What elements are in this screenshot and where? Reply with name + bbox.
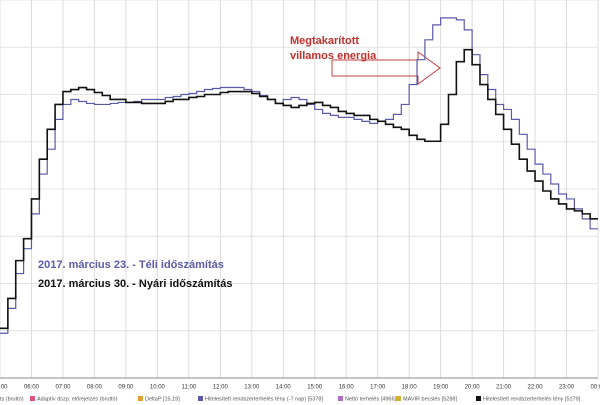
x-tick-label: 06:00 <box>24 385 40 391</box>
annotation: villamos energia <box>290 50 377 62</box>
legend-label: DeltaP [15,19] <box>145 396 180 402</box>
annotation: 2017. március 23. - Téli időszámítás <box>38 259 224 271</box>
annotation-arrow <box>331 51 441 85</box>
x-tick-label: 11:00 <box>182 385 197 391</box>
legend-marker <box>476 396 481 401</box>
legend-marker <box>198 396 203 401</box>
legend-marker <box>338 396 343 401</box>
x-tick-label: 13:00 <box>244 385 260 391</box>
legend-label: Adaptív dszp. előrejelzés (bruttó) <box>37 396 118 402</box>
legend-label: Nettó terhelés [4966] <box>345 396 397 402</box>
x-tick-label: 18:00 <box>402 385 418 391</box>
legend-label: Hitelesített rendszerterhelés tény [5179… <box>483 396 581 402</box>
x-tick-label: 05:00 <box>0 385 8 391</box>
x-tick-label: 10:00 <box>150 385 166 391</box>
annotation: 2017. március 30. - Nyári időszámítás <box>38 278 232 290</box>
x-tick-label: 07:00 <box>55 385 71 391</box>
x-tick-label: 08:00 <box>87 385 103 391</box>
series-line <box>0 17 598 334</box>
x-tick-label: 12:00 <box>213 385 229 391</box>
x-tick-label: 09:00 <box>118 385 134 391</box>
x-tick-label: 22:00 <box>528 385 544 391</box>
x-tick-label: 15:00 <box>307 385 323 391</box>
legend-marker <box>138 396 143 401</box>
x-tick-label: 19:00 <box>433 385 449 391</box>
x-tick-label: 16:00 <box>339 385 355 391</box>
x-tick-label: 14:00 <box>276 385 292 391</box>
series-line <box>0 48 598 330</box>
x-tick-label: 00:00 <box>590 385 600 391</box>
legend-marker <box>30 396 35 401</box>
x-tick-label: 23:00 <box>559 385 575 391</box>
x-tick-label: 17:00 <box>370 385 386 391</box>
legend-label: Hitelesített rendszerterhelés tény (-7 n… <box>205 396 323 402</box>
x-tick-label: 20:00 <box>465 385 481 391</box>
annotation: Megtakarított <box>290 35 359 47</box>
legend-label: MAVIR becslés [5288] <box>403 396 457 402</box>
x-tick-label: 21:00 <box>496 385 512 391</box>
legend-label: ts (bruttó) <box>0 396 24 402</box>
legend-marker <box>396 396 401 401</box>
